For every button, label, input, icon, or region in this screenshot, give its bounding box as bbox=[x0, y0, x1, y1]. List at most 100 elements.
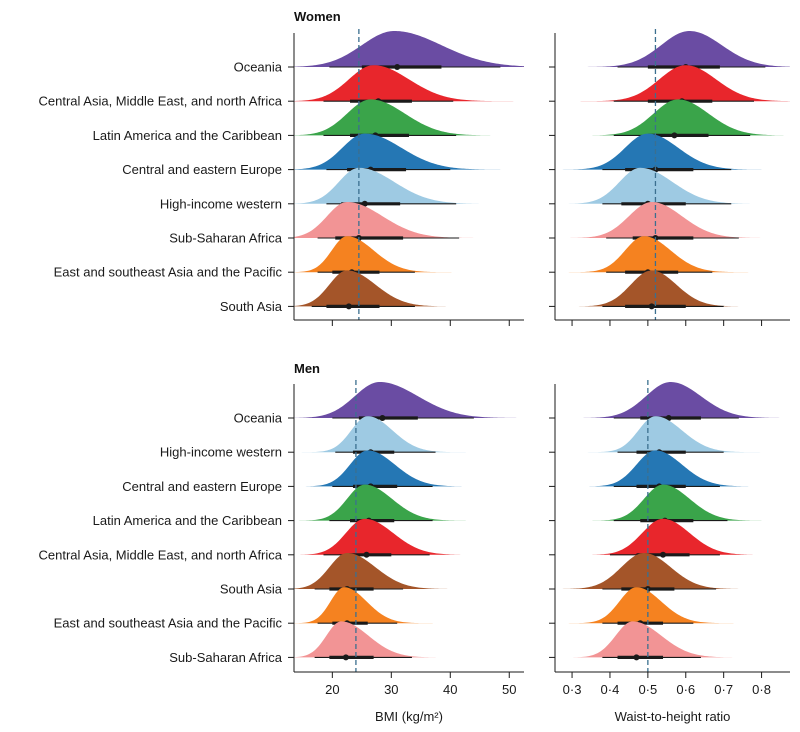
median-point bbox=[379, 415, 386, 421]
ridge-east-and-southeast-asia-and-the-pacific bbox=[549, 236, 790, 276]
ridge-oceania: Oceania bbox=[234, 382, 524, 426]
density-area bbox=[555, 450, 790, 487]
median-point bbox=[671, 132, 678, 139]
density-area bbox=[555, 416, 790, 453]
ridge-south-asia: South Asia bbox=[220, 553, 524, 597]
density-area bbox=[555, 133, 790, 170]
ridge-south-asia bbox=[549, 553, 790, 592]
ridge-oceania bbox=[549, 382, 790, 421]
panel-title: Women bbox=[294, 9, 341, 24]
row-label: South Asia bbox=[220, 582, 283, 597]
ridge-sub-saharan-africa: Sub-Saharan Africa bbox=[169, 621, 524, 665]
ridge-central-and-eastern-europe bbox=[549, 450, 790, 490]
density-area bbox=[294, 202, 524, 238]
median-point bbox=[363, 551, 370, 558]
x-tick-label: 30 bbox=[384, 682, 398, 697]
ridge-east-and-southeast-asia-and-the-pacific: East and southeast Asia and the Pacific bbox=[54, 236, 524, 280]
density-area bbox=[555, 621, 790, 658]
median-point bbox=[361, 200, 368, 207]
x-axis-title: Waist-to-height ratio bbox=[615, 709, 731, 724]
x-tick-label: 0·7 bbox=[714, 682, 733, 697]
density-area bbox=[294, 31, 524, 67]
row-label: Central Asia, Middle East, and north Afr… bbox=[38, 94, 282, 109]
ridge-south-asia: South Asia bbox=[220, 270, 524, 314]
density-area bbox=[555, 270, 790, 307]
density-area bbox=[294, 621, 524, 658]
ridge-sub-saharan-africa: Sub-Saharan Africa bbox=[169, 202, 524, 246]
row-label: High-income western bbox=[160, 445, 282, 460]
row-label: Central and eastern Europe bbox=[122, 162, 282, 177]
density-area bbox=[555, 382, 790, 418]
row-label: Oceania bbox=[234, 411, 283, 426]
ridge-east-and-southeast-asia-and-the-pacific: East and southeast Asia and the Pacific bbox=[54, 587, 524, 631]
density-area bbox=[555, 99, 790, 136]
x-tick-label: 0·5 bbox=[638, 682, 657, 697]
ridge-high-income-western bbox=[549, 416, 790, 456]
x-tick-label: 40 bbox=[443, 682, 457, 697]
ridge-central-and-eastern-europe bbox=[549, 133, 790, 173]
density-area bbox=[555, 484, 790, 521]
density-area bbox=[555, 202, 790, 238]
ridge-central-and-eastern-europe: Central and eastern Europe bbox=[122, 450, 524, 494]
median-point bbox=[660, 551, 667, 558]
density-area bbox=[555, 167, 790, 204]
density-area bbox=[294, 484, 524, 521]
median-point bbox=[648, 303, 655, 310]
median-point bbox=[345, 303, 352, 310]
density-area bbox=[294, 99, 524, 136]
median-point bbox=[394, 64, 401, 70]
median-point bbox=[633, 654, 640, 661]
ridge-high-income-western bbox=[549, 167, 790, 207]
x-tick-label: 50 bbox=[502, 682, 516, 697]
row-label: East and southeast Asia and the Pacific bbox=[54, 265, 283, 280]
density-area bbox=[294, 65, 524, 102]
median-point bbox=[665, 415, 672, 421]
panel-0: Women Oceania Central Asia, Middle East, a… bbox=[38, 9, 524, 326]
row-label: High-income western bbox=[160, 196, 282, 211]
x-axis-title: BMI (kg/m²) bbox=[375, 709, 443, 724]
density-area bbox=[555, 65, 790, 102]
row-label: South Asia bbox=[220, 299, 283, 314]
ridge-high-income-western: High-income western bbox=[160, 416, 524, 460]
ridge-central-asia-middle-east-and-north-africa: Central Asia, Middle East, and north Afr… bbox=[38, 518, 524, 562]
row-label: Central Asia, Middle East, and north Afr… bbox=[38, 547, 282, 562]
ridge-east-and-southeast-asia-and-the-pacific bbox=[549, 587, 790, 627]
ridge-south-asia bbox=[549, 270, 790, 310]
row-label: Sub-Saharan Africa bbox=[169, 650, 283, 665]
ridge-latin-america-and-the-caribbean: Latin America and the Caribbean bbox=[93, 484, 524, 528]
density-area bbox=[294, 236, 524, 273]
density-area bbox=[555, 31, 790, 67]
row-label: Sub-Saharan Africa bbox=[169, 231, 283, 246]
x-tick-label: 0·4 bbox=[601, 682, 620, 697]
density-area bbox=[294, 587, 524, 624]
row-label: Latin America and the Caribbean bbox=[93, 128, 282, 143]
panel-2: Men Oceania High-income western Central and… bbox=[38, 361, 524, 724]
density-area bbox=[555, 553, 790, 589]
density-area bbox=[555, 587, 790, 624]
ridge-latin-america-and-the-caribbean: Latin America and the Caribbean bbox=[93, 99, 524, 143]
panel-title: Men bbox=[294, 361, 320, 376]
ridge-sub-saharan-africa bbox=[549, 621, 790, 661]
x-tick-label: 20 bbox=[325, 682, 339, 697]
x-tick-label: 0·3 bbox=[563, 682, 582, 697]
density-area bbox=[555, 236, 790, 273]
row-label: East and southeast Asia and the Pacific bbox=[54, 616, 283, 631]
row-label: Oceania bbox=[234, 60, 283, 75]
x-tick-label: 0·6 bbox=[676, 682, 695, 697]
density-area bbox=[294, 416, 524, 453]
ridge-latin-america-and-the-caribbean bbox=[549, 484, 790, 524]
density-area bbox=[294, 450, 524, 487]
ridge-sub-saharan-africa bbox=[549, 202, 790, 241]
panel-1 bbox=[549, 29, 790, 326]
density-area bbox=[294, 270, 524, 307]
row-label: Central and eastern Europe bbox=[122, 479, 282, 494]
ridge-central-asia-middle-east-and-north-africa bbox=[549, 518, 790, 558]
row-label: Latin America and the Caribbean bbox=[93, 513, 282, 528]
density-area bbox=[555, 518, 790, 555]
panel-3: 0·3 0·4 0·5 0·6 0·7 0·8 Waist-to-height ratio bbox=[549, 380, 790, 724]
ridge-oceania bbox=[549, 31, 790, 70]
density-area bbox=[294, 382, 524, 418]
density-area bbox=[294, 133, 524, 170]
ridge-central-asia-middle-east-and-north-africa bbox=[549, 65, 790, 105]
